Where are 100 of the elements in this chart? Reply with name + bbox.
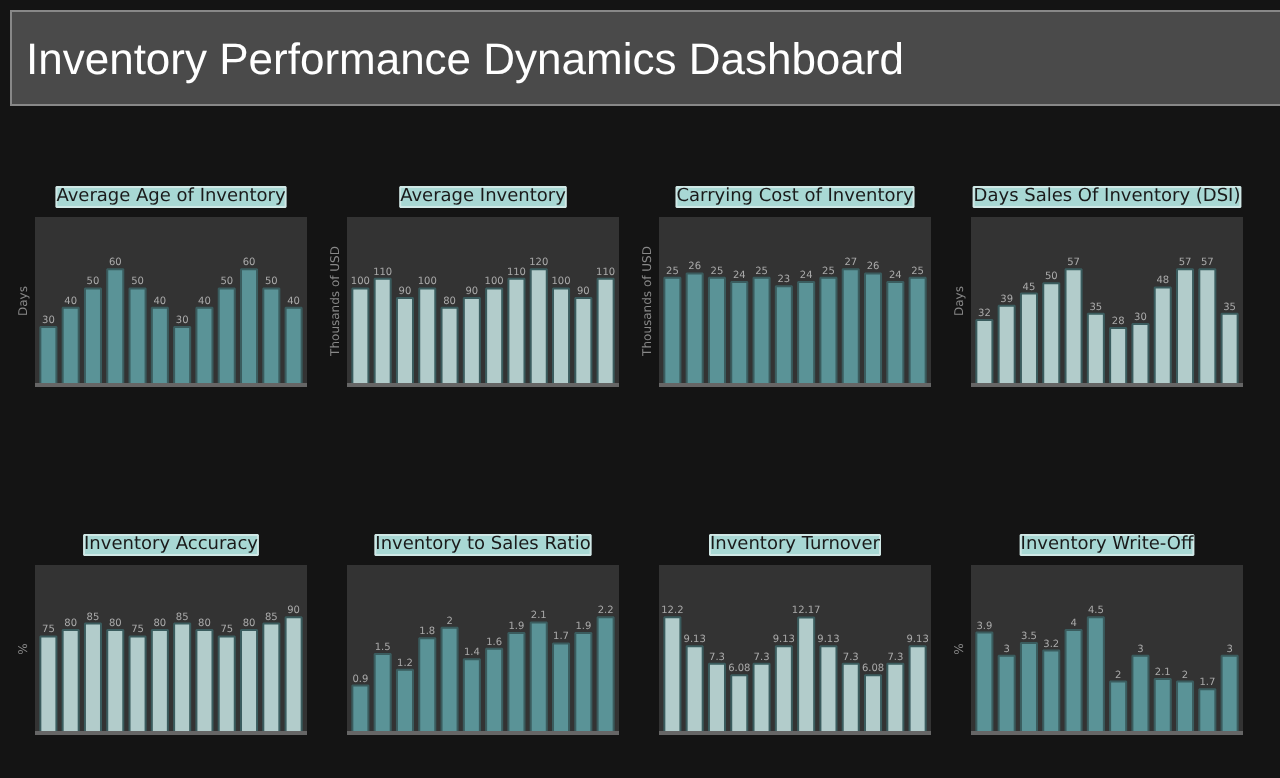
bar <box>663 616 682 733</box>
bar <box>819 276 838 385</box>
bar <box>83 622 102 733</box>
bar <box>529 621 548 733</box>
bar <box>1086 616 1105 733</box>
bar <box>507 631 526 733</box>
bar <box>507 277 526 385</box>
bar <box>262 622 281 733</box>
bar <box>240 629 259 733</box>
bar <box>730 281 749 385</box>
bar <box>975 631 994 733</box>
bar <box>797 616 816 733</box>
bar <box>173 326 192 385</box>
bar <box>707 276 726 385</box>
chart-title: Inventory to Sales Ratio <box>375 535 592 555</box>
bar <box>150 306 169 385</box>
bar <box>1176 268 1195 385</box>
bar <box>886 662 905 733</box>
bar <box>1198 268 1217 385</box>
bar <box>485 287 504 385</box>
bar <box>395 668 414 733</box>
bar <box>529 268 548 385</box>
bar <box>819 645 838 733</box>
bar <box>195 629 214 733</box>
bar <box>864 674 883 733</box>
bar <box>1086 312 1105 385</box>
bar <box>395 297 414 385</box>
bar <box>240 268 259 385</box>
bar <box>128 635 147 733</box>
bar <box>975 318 994 385</box>
bar <box>284 616 303 733</box>
bar <box>707 662 726 733</box>
bar <box>663 276 682 385</box>
bar <box>685 272 704 385</box>
bar <box>1176 680 1195 733</box>
bar <box>596 277 615 385</box>
bar <box>997 654 1016 733</box>
bar <box>841 662 860 733</box>
bar <box>752 276 771 385</box>
bar <box>61 629 80 733</box>
bar <box>61 306 80 385</box>
bar <box>418 637 437 733</box>
chart-title: Inventory Accuracy <box>84 535 260 555</box>
bar <box>83 287 102 385</box>
bar <box>886 281 905 385</box>
bar <box>1153 286 1172 385</box>
chart-title: Average Age of Inventory <box>56 187 287 207</box>
chart-title: Carrying Cost of Inventory <box>676 187 915 207</box>
chart-title: Inventory Turnover <box>710 535 881 555</box>
bar <box>1153 677 1172 733</box>
text: Inventory Performance Dynamics Dashboard <box>26 32 904 88</box>
bar <box>1019 292 1038 385</box>
bar <box>217 287 236 385</box>
bar <box>284 306 303 385</box>
bar <box>1109 680 1128 733</box>
bar <box>574 297 593 385</box>
bar <box>1042 282 1061 385</box>
bar <box>1131 323 1150 385</box>
bar <box>195 306 214 385</box>
bar <box>841 268 860 385</box>
chart-title: Inventory Write-Off <box>1020 535 1195 555</box>
bar <box>351 684 370 733</box>
bar <box>1220 312 1239 385</box>
bar <box>730 674 749 733</box>
bar <box>774 285 793 385</box>
bar <box>552 287 571 385</box>
bar <box>774 645 793 733</box>
bar <box>262 287 281 385</box>
chart-title: Average Inventory <box>400 187 568 207</box>
bar <box>797 281 816 385</box>
bar <box>351 287 370 385</box>
bar <box>39 635 58 733</box>
bar <box>1042 649 1061 733</box>
bar <box>1064 268 1083 385</box>
bar <box>1019 641 1038 733</box>
bar <box>997 304 1016 385</box>
bar <box>150 629 169 733</box>
bar <box>373 653 392 733</box>
bar <box>908 645 927 733</box>
bar <box>106 629 125 733</box>
bar <box>485 647 504 733</box>
bar <box>462 658 481 733</box>
bar <box>552 642 571 733</box>
bar <box>418 287 437 385</box>
bar <box>440 306 459 385</box>
bar <box>1109 327 1128 385</box>
bar <box>1220 654 1239 733</box>
bar <box>39 326 58 385</box>
bar <box>1064 629 1083 733</box>
bar <box>217 635 236 733</box>
chart-title: Days Sales Of Inventory (DSI) <box>973 187 1241 207</box>
bar <box>1131 654 1150 733</box>
bar <box>596 616 615 733</box>
bar <box>864 272 883 385</box>
bar <box>908 276 927 385</box>
bar <box>1198 688 1217 733</box>
bar <box>440 626 459 733</box>
bar <box>128 287 147 385</box>
bar <box>373 277 392 385</box>
bar <box>106 268 125 385</box>
